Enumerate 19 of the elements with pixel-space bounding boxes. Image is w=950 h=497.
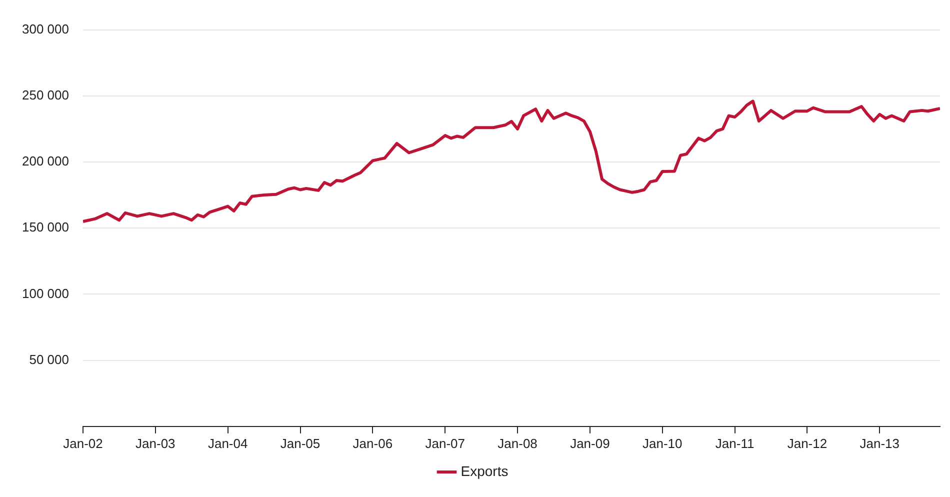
x-tick-label: Jan-08 — [498, 436, 538, 451]
x-tick-label: Jan-07 — [425, 436, 465, 451]
x-tick-label: Jan-11 — [715, 436, 754, 451]
x-tick-label: Jan-03 — [136, 436, 176, 451]
x-tick-label: Jan-06 — [352, 436, 393, 451]
legend-label: Exports — [460, 462, 508, 479]
y-tick-label: 300 000 — [22, 21, 69, 36]
x-tick-label: Jan-04 — [208, 436, 248, 451]
y-tick-label: 150 000 — [22, 220, 69, 235]
y-tick-label: 250 000 — [22, 87, 69, 102]
y-tick-label: 200 000 — [22, 154, 69, 169]
x-tick-label: Jan-05 — [280, 436, 320, 451]
x-tick-label: Jan-12 — [787, 436, 828, 451]
x-tick-label: Jan-10 — [642, 436, 682, 451]
x-tick-label: Jan-09 — [570, 436, 610, 451]
x-tick-label: Jan-02 — [63, 436, 103, 451]
x-tick-label: Jan-13 — [860, 436, 900, 451]
y-tick-label: 100 000 — [22, 286, 69, 301]
y-tick-label: 50 000 — [29, 352, 69, 367]
